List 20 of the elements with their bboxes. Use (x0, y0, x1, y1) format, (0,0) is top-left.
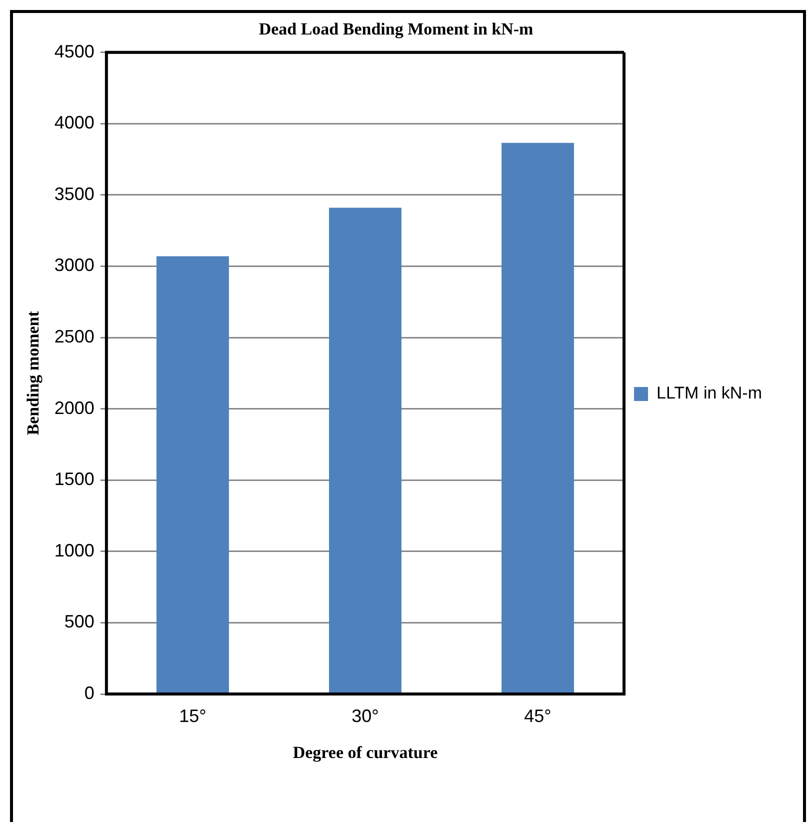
y-tick-label: 0 (84, 682, 94, 703)
y-axis-title: Bending moment (24, 310, 43, 436)
x-axis-title: Degree of curvature (292, 743, 438, 762)
bar (156, 256, 229, 694)
bar (329, 208, 402, 694)
bar (502, 142, 574, 694)
y-tick-label: 500 (64, 612, 94, 632)
chart-title: Dead Load Bending Moment in kN-m (258, 20, 534, 39)
y-tick-label: 4000 (54, 112, 94, 133)
x-tick-label: 45° (524, 706, 552, 726)
x-tick-label: 15° (179, 706, 206, 726)
y-tick-label: 2500 (54, 326, 94, 347)
y-tick-label: 4500 (54, 41, 94, 62)
legend-label: LLTM in kN-m (656, 384, 762, 403)
x-tick-label: 30° (352, 706, 379, 726)
y-tick-label: 3500 (54, 184, 94, 204)
y-tick-label: 3000 (54, 255, 94, 276)
y-tick-label: 1000 (54, 540, 94, 560)
y-tick-label: 2000 (54, 398, 94, 418)
y-tick-label: 1500 (54, 469, 94, 490)
